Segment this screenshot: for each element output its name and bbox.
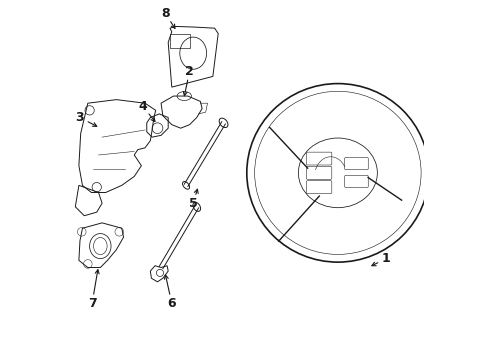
Text: 2: 2 [185,64,194,77]
Text: 8: 8 [161,8,170,21]
Text: 3: 3 [75,111,84,124]
Text: 1: 1 [382,252,391,265]
Text: 7: 7 [88,297,97,310]
Bar [170,33,190,48]
Text: 6: 6 [168,297,176,310]
Text: 4: 4 [139,100,147,113]
Text: 5: 5 [189,197,197,210]
